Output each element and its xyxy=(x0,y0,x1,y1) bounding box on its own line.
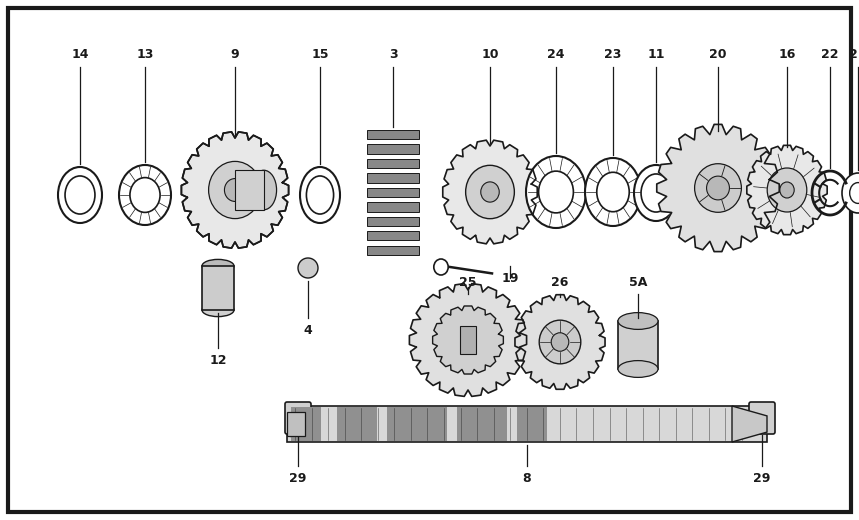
Text: 9: 9 xyxy=(231,48,240,61)
Text: 15: 15 xyxy=(311,48,329,61)
Bar xyxy=(367,145,419,154)
Bar xyxy=(367,173,419,183)
Text: 29: 29 xyxy=(753,472,771,485)
Text: 25: 25 xyxy=(460,276,477,289)
Bar xyxy=(517,407,547,441)
Bar xyxy=(460,326,476,354)
Ellipse shape xyxy=(767,168,807,212)
Bar xyxy=(367,188,419,197)
Ellipse shape xyxy=(850,183,859,203)
Polygon shape xyxy=(746,146,827,235)
Bar xyxy=(367,202,419,212)
Ellipse shape xyxy=(707,176,729,200)
Ellipse shape xyxy=(551,333,569,351)
Bar xyxy=(291,407,321,441)
FancyBboxPatch shape xyxy=(285,402,311,434)
Bar xyxy=(367,217,419,226)
Bar xyxy=(235,170,264,210)
Text: 8: 8 xyxy=(522,472,532,485)
Bar xyxy=(367,130,419,139)
Bar xyxy=(367,245,419,255)
Ellipse shape xyxy=(202,303,234,317)
Bar xyxy=(337,407,377,441)
Ellipse shape xyxy=(585,158,641,226)
FancyBboxPatch shape xyxy=(749,402,775,434)
Text: 22: 22 xyxy=(821,48,838,61)
Text: 20: 20 xyxy=(710,48,727,61)
Text: 13: 13 xyxy=(137,48,154,61)
Text: 10: 10 xyxy=(481,48,499,61)
Text: 29: 29 xyxy=(289,472,307,485)
Ellipse shape xyxy=(634,165,678,221)
Ellipse shape xyxy=(780,182,795,198)
Bar xyxy=(618,321,658,369)
Ellipse shape xyxy=(539,171,574,213)
Ellipse shape xyxy=(434,259,448,275)
Text: 11: 11 xyxy=(647,48,665,61)
Ellipse shape xyxy=(481,182,499,202)
Ellipse shape xyxy=(618,313,658,329)
Bar xyxy=(287,406,767,442)
Ellipse shape xyxy=(119,165,171,225)
Bar xyxy=(202,266,234,310)
Text: 19: 19 xyxy=(502,271,519,284)
Ellipse shape xyxy=(209,161,261,218)
Ellipse shape xyxy=(202,259,234,272)
Ellipse shape xyxy=(526,156,586,228)
Ellipse shape xyxy=(65,176,95,214)
Polygon shape xyxy=(410,283,527,396)
Bar xyxy=(387,407,447,441)
Text: 26: 26 xyxy=(551,276,569,289)
Ellipse shape xyxy=(454,326,483,354)
Ellipse shape xyxy=(300,167,340,223)
Ellipse shape xyxy=(224,178,246,201)
Ellipse shape xyxy=(287,409,305,439)
Ellipse shape xyxy=(251,170,277,210)
Ellipse shape xyxy=(618,360,658,378)
Text: 4: 4 xyxy=(303,323,313,336)
Ellipse shape xyxy=(597,172,630,212)
Bar xyxy=(367,159,419,168)
Polygon shape xyxy=(433,306,503,374)
Text: 12: 12 xyxy=(210,354,227,367)
Polygon shape xyxy=(657,124,779,252)
Text: 24: 24 xyxy=(547,48,564,61)
Bar xyxy=(367,231,419,240)
Bar xyxy=(287,412,305,436)
Ellipse shape xyxy=(466,165,515,219)
Text: 14: 14 xyxy=(71,48,88,61)
Polygon shape xyxy=(442,140,537,244)
Ellipse shape xyxy=(307,176,333,214)
Text: 5A: 5A xyxy=(629,276,647,289)
Bar xyxy=(457,407,507,441)
Ellipse shape xyxy=(130,178,160,212)
Ellipse shape xyxy=(58,167,102,223)
Ellipse shape xyxy=(695,164,741,212)
Ellipse shape xyxy=(539,320,581,364)
Polygon shape xyxy=(181,132,289,248)
Ellipse shape xyxy=(842,173,859,213)
Polygon shape xyxy=(515,295,605,389)
Polygon shape xyxy=(732,406,767,442)
Text: 23: 23 xyxy=(605,48,622,61)
Ellipse shape xyxy=(641,174,671,212)
Text: 21: 21 xyxy=(850,48,859,61)
Text: 3: 3 xyxy=(388,48,398,61)
Text: 16: 16 xyxy=(778,48,795,61)
Ellipse shape xyxy=(298,258,318,278)
